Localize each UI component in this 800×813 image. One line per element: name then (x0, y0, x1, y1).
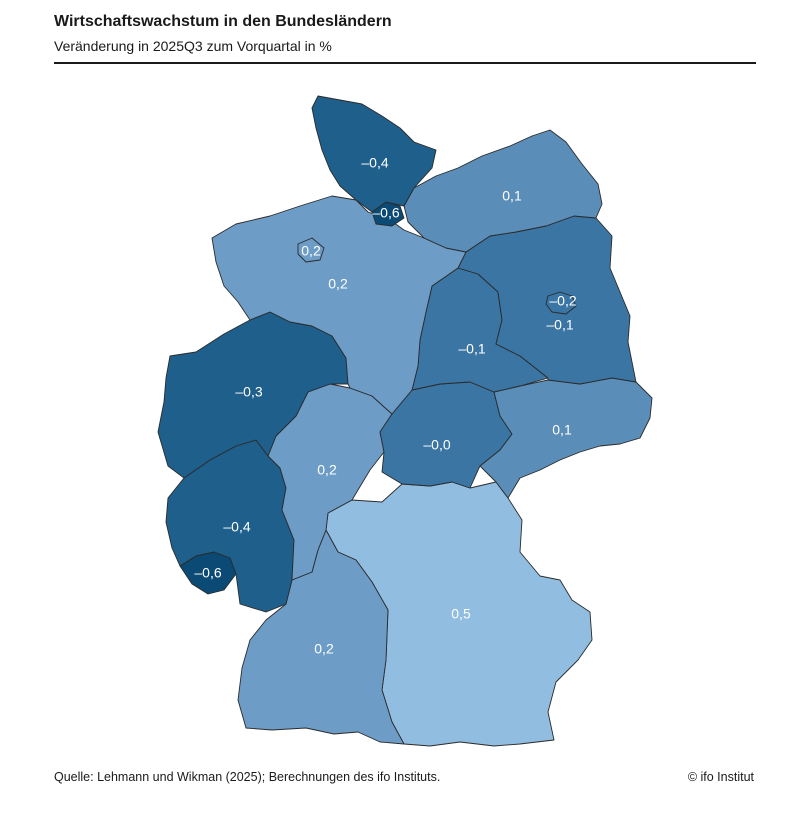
label-sachsen: 0,1 (552, 422, 572, 438)
chart-title: Wirtschaftswachstum in den Bundesländern (54, 13, 392, 30)
state-schleswig-holstein[interactable] (311, 95, 437, 213)
label-bayern: 0,5 (451, 606, 471, 622)
label-mecklenburg-vorpommern: 0,1 (502, 188, 522, 204)
chart-subtitle: Veränderung in 2025Q3 zum Vorquartal in … (54, 38, 332, 54)
state-mecklenburg-vorpommern[interactable] (403, 129, 603, 253)
label-brandenburg: –0,1 (546, 317, 573, 333)
label-hamburg: –0,6 (372, 205, 399, 221)
copyright-note: © ifo Institut (687, 770, 754, 784)
label-hessen: 0,2 (317, 462, 337, 478)
label-schleswig-holstein: –0,4 (361, 155, 388, 171)
label-bremen: 0,2 (301, 243, 321, 259)
label-baden-wuerttemberg: 0,2 (314, 641, 334, 657)
label-nordrhein-westfalen: –0,3 (235, 384, 262, 400)
label-saarland: –0,6 (194, 565, 221, 581)
label-sachsen-anhalt: –0,1 (458, 341, 485, 357)
source-note: Quelle: Lehmann und Wikman (2025); Berec… (54, 770, 441, 784)
title-divider (54, 62, 756, 64)
label-rheinland-pfalz: –0,4 (223, 519, 250, 535)
label-berlin: –0,2 (549, 293, 576, 309)
label-niedersachsen: 0,2 (328, 276, 348, 292)
label-thueringen: –0,0 (423, 437, 450, 453)
state-berlin[interactable] (545, 291, 577, 315)
state-bremen[interactable] (297, 237, 325, 263)
